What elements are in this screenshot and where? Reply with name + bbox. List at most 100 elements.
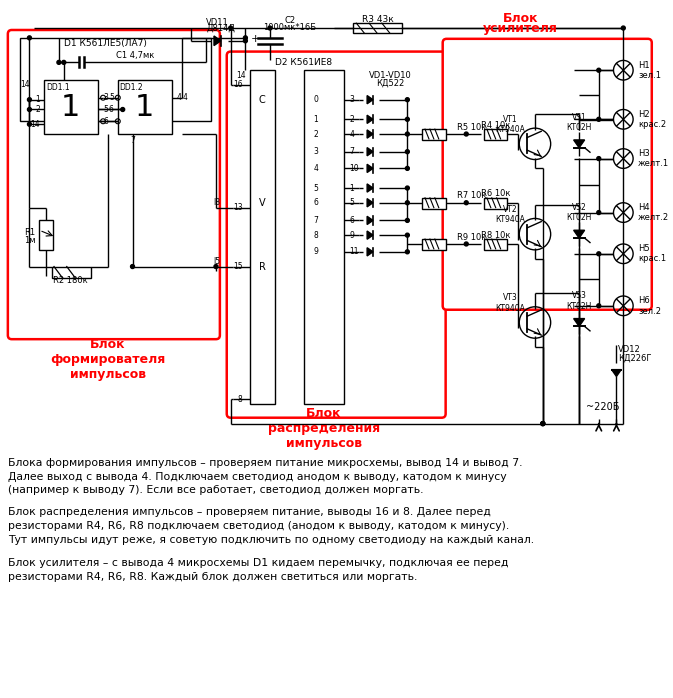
Text: VT3
КТ940А: VT3 КТ940А <box>495 293 526 313</box>
Circle shape <box>28 122 32 126</box>
Circle shape <box>405 117 409 121</box>
Circle shape <box>28 98 32 102</box>
Text: Блок
распределения
импульсов: Блок распределения импульсов <box>268 407 380 450</box>
Text: 1: 1 <box>349 184 354 193</box>
Text: DD1.2: DD1.2 <box>120 83 143 92</box>
Text: D2 К561ИЕ8: D2 К561ИЕ8 <box>275 58 332 67</box>
Text: H2
крас.2: H2 крас.2 <box>638 110 666 129</box>
Text: 3: 3 <box>349 95 354 104</box>
Polygon shape <box>367 147 373 156</box>
Text: Блок усилителя – с вывода 4 микросхемы D1 кидаем перемычку, подключая ее перед: Блок усилителя – с вывода 4 микросхемы D… <box>8 558 508 568</box>
Text: I5: I5 <box>214 257 221 266</box>
Bar <box>20 38 211 121</box>
Bar <box>52 267 92 279</box>
Text: R2 180к: R2 180к <box>53 276 88 285</box>
Polygon shape <box>214 36 221 45</box>
Text: R5 10к: R5 10к <box>458 123 487 132</box>
Circle shape <box>405 132 409 136</box>
Circle shape <box>120 107 125 112</box>
Bar <box>422 198 446 209</box>
Text: D1 К561ЛЕ5(ЛА7): D1 К561ЛЕ5(ЛА7) <box>64 39 147 48</box>
Text: I3: I3 <box>214 198 221 207</box>
Text: 16: 16 <box>233 80 242 89</box>
Text: +: + <box>250 34 260 44</box>
Circle shape <box>541 422 544 426</box>
Circle shape <box>405 250 409 254</box>
Circle shape <box>405 186 409 190</box>
Text: VD12: VD12 <box>618 346 641 355</box>
Text: C1 4,7мк: C1 4,7мк <box>116 51 155 60</box>
Text: R9 10к: R9 10к <box>458 232 487 242</box>
Bar <box>422 239 446 250</box>
Circle shape <box>28 36 32 40</box>
Polygon shape <box>367 184 373 192</box>
Text: 7: 7 <box>130 136 135 145</box>
Bar <box>304 70 343 404</box>
Text: 5: 5 <box>103 105 108 114</box>
Circle shape <box>464 132 468 136</box>
Text: 4: 4 <box>314 164 318 173</box>
Text: 3: 3 <box>103 94 108 102</box>
Text: Блок: Блок <box>503 12 538 24</box>
Text: 14: 14 <box>30 120 40 128</box>
Text: (например к выводу 7). Если все работает, светодиод должен моргать.: (например к выводу 7). Если все работает… <box>8 485 423 496</box>
Text: 6: 6 <box>349 216 354 225</box>
Bar <box>39 221 53 250</box>
Text: 15: 15 <box>233 262 242 271</box>
Text: 1: 1 <box>135 93 154 122</box>
Text: H5
крас.1: H5 крас.1 <box>638 244 666 263</box>
Polygon shape <box>367 231 373 239</box>
Bar <box>484 239 507 250</box>
Text: 2: 2 <box>314 130 318 138</box>
Polygon shape <box>367 199 373 207</box>
Text: VS3
КТ02Н: VS3 КТ02Н <box>567 291 592 311</box>
Circle shape <box>57 61 61 64</box>
Text: R6 10к: R6 10к <box>481 189 511 198</box>
Text: резисторами R4, R6, R8 подключаем светодиод (анодом к выводу, катодом к минусу).: резисторами R4, R6, R8 подключаем светод… <box>8 521 509 530</box>
Text: 8: 8 <box>238 394 242 403</box>
Text: 4: 4 <box>177 94 182 102</box>
Circle shape <box>597 156 601 161</box>
Text: 5: 5 <box>109 94 114 102</box>
Text: H4
желт.2: H4 желт.2 <box>638 203 669 222</box>
Text: H3
желт.1: H3 желт.1 <box>638 149 669 168</box>
Circle shape <box>268 26 272 30</box>
Text: 8: 8 <box>314 230 318 239</box>
Text: VT1
КТ940А: VT1 КТ940А <box>495 114 526 134</box>
Circle shape <box>541 422 544 426</box>
Text: Блок
формирователя
импульсов: Блок формирователя импульсов <box>50 339 166 381</box>
Polygon shape <box>612 370 621 376</box>
Text: 7: 7 <box>314 216 318 225</box>
Text: VD1-VD10: VD1-VD10 <box>369 70 412 80</box>
Text: Блок распределения импульсов – проверяем питание, выводы 16 и 8. Далее перед: Блок распределения импульсов – проверяем… <box>8 507 491 517</box>
Circle shape <box>597 211 601 214</box>
Text: DD1.1: DD1.1 <box>46 83 70 92</box>
Text: 2: 2 <box>36 105 40 114</box>
Text: VD11: VD11 <box>206 17 229 27</box>
Text: 1: 1 <box>314 114 318 124</box>
Polygon shape <box>573 230 585 238</box>
Text: H6
зел.2: H6 зел.2 <box>638 296 661 315</box>
Text: 7: 7 <box>349 147 354 156</box>
Text: 3: 3 <box>314 147 318 156</box>
Bar <box>484 129 507 140</box>
Text: Тут импульсы идут реже, я советую подключить по одному светодиоду на каждый кана: Тут импульсы идут реже, я советую подклю… <box>8 535 534 544</box>
Circle shape <box>597 68 601 72</box>
Circle shape <box>214 265 218 269</box>
Text: КД522: КД522 <box>377 78 404 87</box>
Circle shape <box>244 39 248 43</box>
Text: 9: 9 <box>314 247 318 256</box>
Polygon shape <box>573 318 585 327</box>
Circle shape <box>597 304 601 308</box>
Circle shape <box>541 422 544 426</box>
Text: 1: 1 <box>36 95 40 104</box>
Text: VT2
КТ940А: VT2 КТ940А <box>495 205 526 224</box>
Text: 10: 10 <box>349 164 359 173</box>
Text: R8 10к: R8 10к <box>481 230 511 239</box>
Bar <box>353 23 402 33</box>
Text: Д814Д: Д814Д <box>206 24 235 33</box>
Circle shape <box>597 117 601 121</box>
Circle shape <box>464 242 468 246</box>
Text: R3 43к: R3 43к <box>362 15 394 24</box>
Text: 14: 14 <box>236 70 246 80</box>
